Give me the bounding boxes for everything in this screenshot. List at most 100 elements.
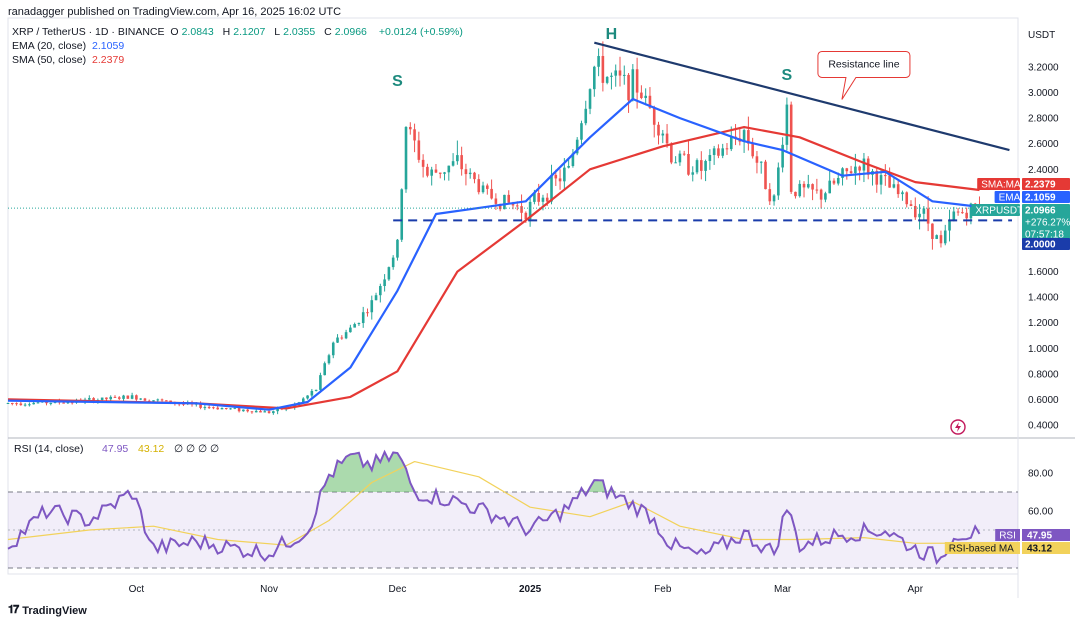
candle-body — [36, 402, 40, 404]
candle-body — [858, 166, 861, 171]
candle-body — [306, 395, 309, 399]
candle-body — [477, 179, 481, 193]
price-tick-label: 3.0000 — [1028, 88, 1059, 99]
candle-body — [768, 189, 772, 202]
candle-body — [627, 74, 630, 101]
resistance-callout-text: Resistance line — [828, 58, 899, 70]
price-tag: 2.0000 — [1022, 238, 1070, 251]
candle-body — [918, 213, 921, 218]
candle-body — [233, 407, 237, 409]
candle-body — [580, 123, 583, 140]
candle-body — [614, 70, 618, 76]
candle-body — [815, 189, 819, 191]
candle-body — [584, 108, 588, 124]
price-tick-label: 0.4000 — [1028, 421, 1059, 432]
price-tag-value-box — [1022, 191, 1070, 203]
candle-body — [366, 312, 369, 314]
candle-body — [182, 403, 185, 405]
candle-body — [323, 363, 326, 376]
tradingview-brand[interactable]: 𝟏𝟕 TradingView — [8, 604, 87, 617]
candle-body — [759, 161, 763, 163]
candle-body — [712, 148, 716, 156]
ema-20-line — [7, 97, 980, 411]
candle-body — [802, 183, 806, 188]
candle-body — [725, 148, 729, 150]
candle-body — [451, 161, 455, 166]
candle-body — [207, 407, 211, 409]
candle-body — [70, 402, 74, 404]
candle-body — [109, 396, 113, 400]
candle-body — [28, 404, 31, 406]
candle-body — [905, 192, 909, 205]
candle-body — [545, 197, 549, 202]
candle-body — [331, 342, 335, 356]
candle-body — [62, 402, 65, 404]
price-tick-label: 1.6000 — [1028, 267, 1059, 278]
candle-body — [892, 184, 896, 188]
rsi-header-value: 47.95 — [102, 443, 128, 455]
candle-body — [357, 323, 361, 325]
candle-body — [310, 390, 314, 396]
candle-body — [819, 189, 823, 200]
candle-body — [896, 184, 900, 195]
price-tag-value: 2.0966 — [1025, 206, 1056, 217]
candle-body — [301, 398, 305, 403]
candle-body — [400, 189, 404, 240]
ohlc-low: L 2.0355 — [274, 26, 316, 38]
pattern-label: H — [606, 26, 618, 43]
candle-body — [503, 194, 506, 210]
candle-body — [379, 286, 382, 296]
candle-body — [926, 208, 930, 224]
candle-body — [965, 212, 968, 219]
sma-legend[interactable]: SMA (50, close) 2.2379 — [12, 54, 127, 66]
candle-body — [670, 143, 673, 163]
resistance-trend-line — [594, 41, 1010, 152]
price-unit-label: USDT — [1028, 30, 1056, 41]
candle-body — [494, 198, 498, 204]
candle-body — [704, 160, 707, 171]
candle-body — [866, 158, 870, 175]
candle-body — [66, 402, 70, 404]
candle-body — [370, 300, 374, 313]
candle-body — [272, 411, 275, 414]
ema-legend[interactable]: EMA (20, close) 2.1059 — [12, 40, 127, 52]
candle-body — [229, 408, 232, 410]
candle-body — [126, 395, 130, 399]
candle-body — [764, 161, 767, 190]
candle-body — [340, 337, 344, 339]
rsi-line — [7, 449, 981, 565]
candle-body — [396, 239, 399, 258]
candle-body — [588, 89, 592, 109]
candle-body — [404, 126, 408, 190]
price-tag-label-box — [994, 191, 1020, 203]
price-tag-value: 2.1059 — [1025, 193, 1056, 204]
rsi-tick-label: 80.00 — [1028, 469, 1053, 480]
candle-body — [203, 407, 207, 409]
candle-body — [832, 180, 836, 184]
symbol-title: XRP / TetherUS · 1D · BINANCE — [12, 26, 165, 38]
rsi-title: RSI (14, close) — [14, 443, 83, 455]
candle-body — [220, 407, 224, 410]
price-tick-label: 0.6000 — [1028, 395, 1059, 406]
candle-body — [922, 208, 926, 214]
candle-body — [460, 155, 463, 170]
candle-body — [374, 295, 378, 301]
candle-body — [567, 166, 570, 168]
price-tag: SMA:MA 2.2379 — [977, 178, 1070, 191]
candle-body — [130, 395, 134, 399]
candle-body — [447, 165, 451, 173]
candle-body — [32, 402, 35, 405]
candle-body — [939, 235, 943, 244]
candle-body — [648, 95, 652, 108]
price-tick-label: 2.8000 — [1028, 114, 1059, 125]
candle-body — [344, 332, 348, 339]
candle-body — [935, 235, 938, 239]
candle-body — [708, 155, 712, 161]
price-tick-label: 1.4000 — [1028, 293, 1059, 304]
price-tag-label-box — [971, 204, 1020, 216]
candle-body — [486, 185, 489, 189]
candle-body — [665, 133, 669, 144]
candle-body — [571, 153, 575, 167]
